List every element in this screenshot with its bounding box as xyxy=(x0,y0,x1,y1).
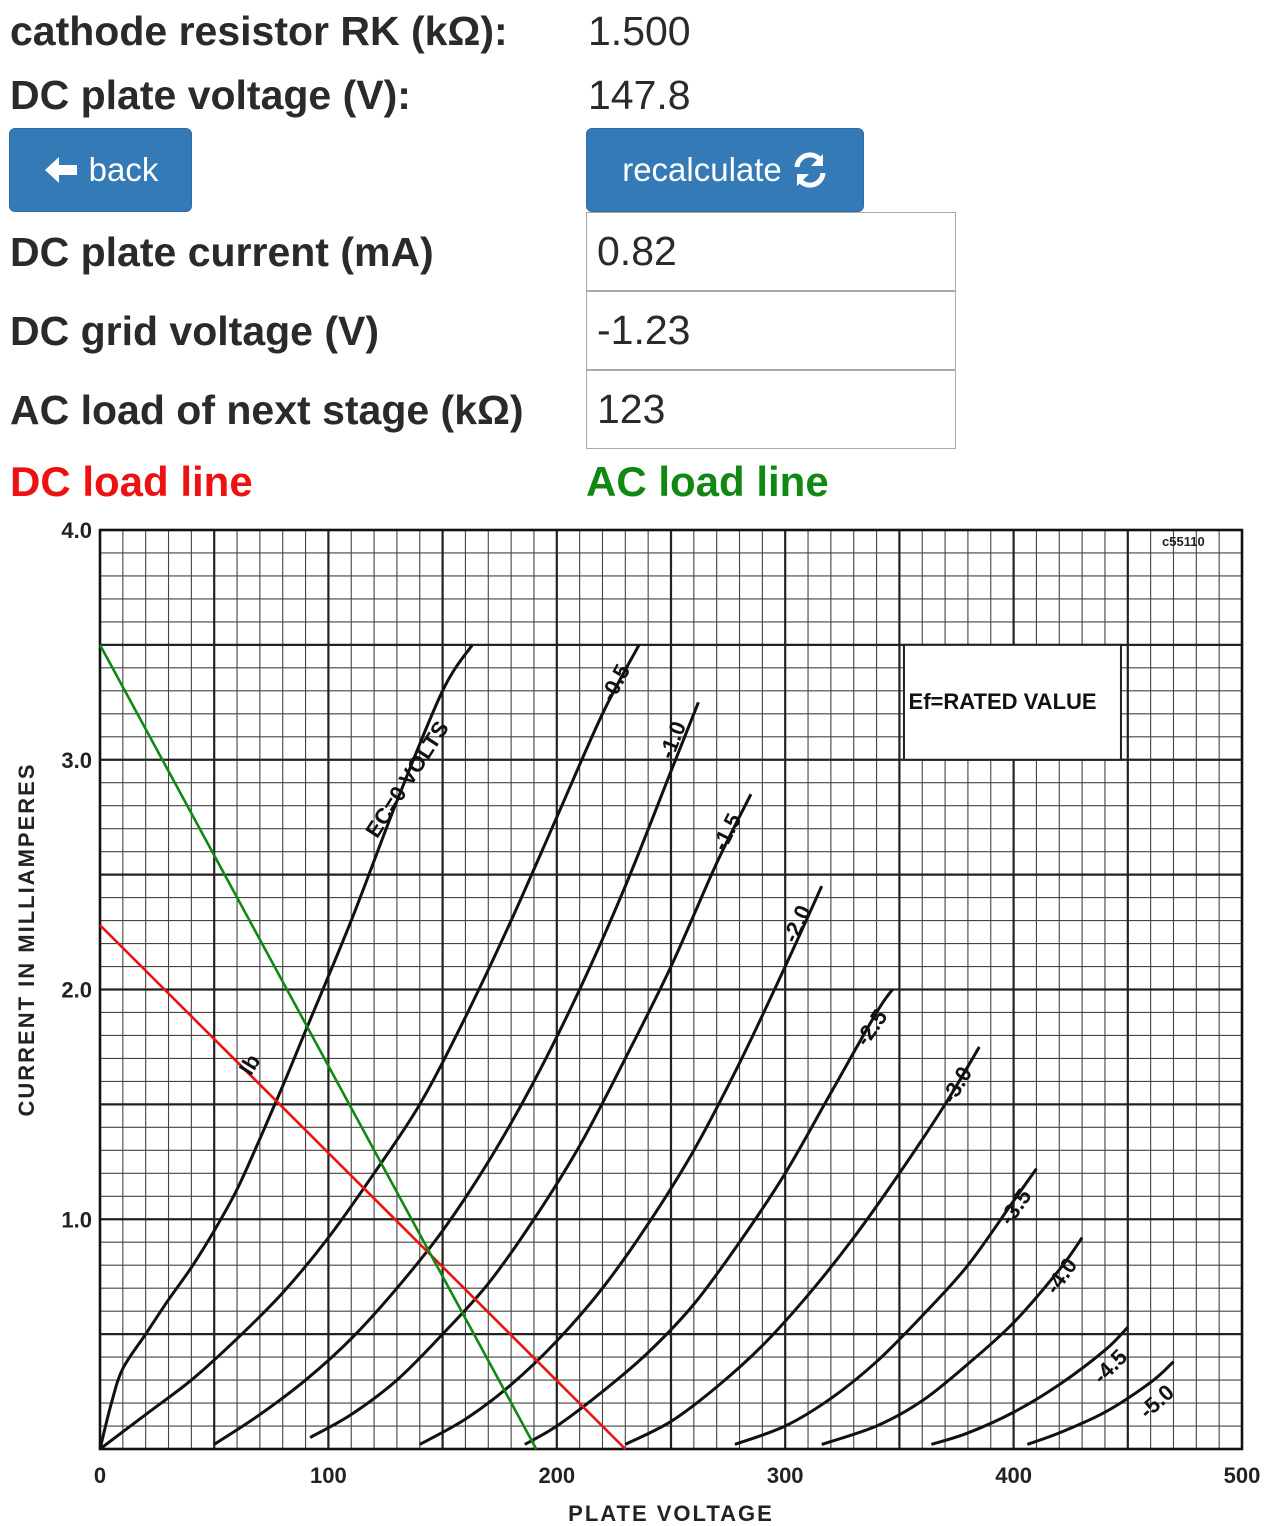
cathode-resistor-value: 1.500 xyxy=(588,8,691,54)
x-tick-label: 300 xyxy=(767,1463,804,1488)
series-line--4.5 xyxy=(930,1326,1129,1446)
grid-voltage-label: DC grid voltage (V) xyxy=(10,308,380,354)
x-tick-label: 100 xyxy=(310,1463,347,1488)
plate-current-label: DC plate current (mA) xyxy=(10,229,434,275)
series-line-ec-0-volts xyxy=(98,644,474,1450)
x-tick-label: 400 xyxy=(995,1463,1032,1488)
series-line--0.5 xyxy=(99,644,641,1451)
x-tick-label: 500 xyxy=(1224,1463,1261,1488)
plate-characteristics-chart: Ef=RATED VALUE c55110 EC=0 VOLTS-0.5-1.0… xyxy=(0,515,1274,1526)
ef-rated-box xyxy=(902,643,1122,761)
cathode-resistor-label: cathode resistor RK (kΩ): xyxy=(10,8,508,54)
series-line--4.0 xyxy=(821,1236,1084,1446)
chart-frame xyxy=(98,528,1244,1451)
ac-load-line-legend: AC load line xyxy=(586,458,829,505)
grid-voltage-input[interactable] xyxy=(586,291,956,370)
x-tick-label: 200 xyxy=(538,1463,575,1488)
chart-grid-major xyxy=(98,528,1244,1451)
ac-load-input[interactable] xyxy=(586,370,956,449)
series-line--5.0 xyxy=(1026,1360,1175,1446)
series-line--1.5 xyxy=(309,793,753,1439)
arrow-left-icon xyxy=(44,157,77,183)
plate-current-input[interactable] xyxy=(586,212,956,291)
ef-rated-text: Ef=RATED VALUE xyxy=(909,689,1097,714)
recalculate-button[interactable]: recalculate xyxy=(586,128,864,212)
y-tick-label: 1.0 xyxy=(61,1207,92,1232)
y-tick-label: 2.0 xyxy=(61,978,92,1003)
series-line-dc-load-line xyxy=(99,924,627,1450)
chart-code-label: c55110 xyxy=(1162,534,1205,549)
recalculate-button-label: recalculate xyxy=(622,151,782,188)
x-tick-label: 0 xyxy=(94,1463,106,1488)
x-axis-title: PLATE VOLTAGE xyxy=(568,1501,774,1526)
ac-load-label: AC load of next stage (kΩ) xyxy=(10,387,524,433)
series-line--3.0 xyxy=(624,1046,981,1446)
dc-load-line-legend: DC load line xyxy=(10,458,253,505)
chart-x-ticks: 0 100 200 300 400 500 xyxy=(94,1463,1260,1488)
series-line-ac-load-line xyxy=(98,644,538,1450)
y-axis-title: CURRENT IN MILLIAMPERES xyxy=(14,763,39,1117)
chart-series xyxy=(98,644,1175,1451)
series-line--1.0 xyxy=(213,701,700,1446)
plate-voltage-label: DC plate voltage (V): xyxy=(10,72,411,118)
series-line--3.5 xyxy=(734,1167,1038,1446)
refresh-icon xyxy=(794,152,826,188)
plate-voltage-value: 147.8 xyxy=(588,72,691,118)
y-tick-label: 4.0 xyxy=(61,518,92,543)
series-line--2.5 xyxy=(524,988,894,1446)
series-line--2.0 xyxy=(419,885,824,1446)
y-tick-label: 3.0 xyxy=(61,748,92,773)
back-button-label: back xyxy=(88,151,159,188)
chart-y-ticks: 1.0 2.0 3.0 4.0 xyxy=(61,518,92,1232)
back-button[interactable]: back xyxy=(9,128,192,212)
